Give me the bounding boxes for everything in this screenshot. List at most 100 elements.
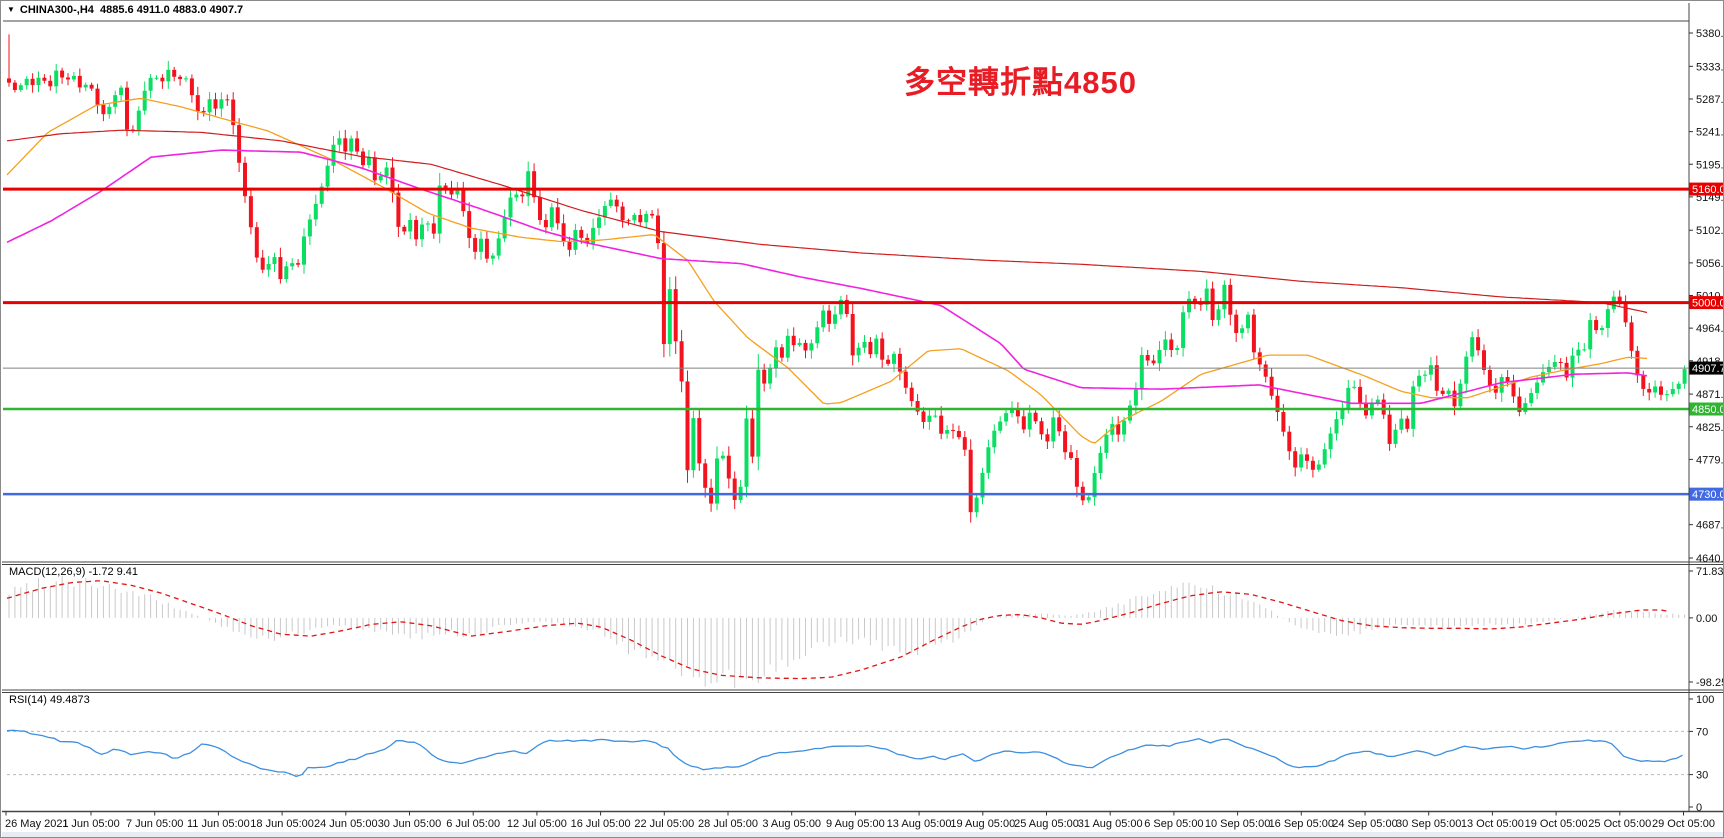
candle-body	[862, 341, 867, 348]
candle-body	[597, 217, 601, 228]
candle-body	[1039, 421, 1044, 435]
candle-body	[1405, 418, 1410, 429]
symbol-title[interactable]: ▼ CHINA300-,H4 4885.6 4911.0 4883.0 4907.…	[7, 4, 243, 16]
candle-body	[302, 236, 306, 265]
candle-body	[1074, 457, 1079, 487]
rsi-value: 49.4873	[49, 694, 90, 706]
candle-body	[1139, 355, 1144, 390]
time-label[interactable]: 16 Sep 05:00	[1269, 818, 1334, 830]
candle-body	[915, 401, 920, 412]
mid-ma-magenta	[6, 149, 1648, 405]
candle-body	[1381, 399, 1386, 415]
time-label[interactable]: 25 Oct 05:00	[1588, 818, 1651, 830]
macd-signal-value: 9.41	[116, 566, 139, 578]
candle-body	[48, 80, 53, 87]
candle-body	[18, 85, 23, 90]
candle-body	[1617, 296, 1622, 304]
time-label[interactable]: 24 Sep 05:00	[1332, 818, 1397, 830]
time-label[interactable]: 13 Aug 05:00	[887, 818, 952, 830]
time-label[interactable]: 6 Sep 05:00	[1144, 818, 1203, 830]
candle-body	[1594, 320, 1599, 331]
candle-body	[1682, 369, 1687, 384]
candle-body	[1428, 365, 1433, 375]
time-label[interactable]: 3 Aug 05:00	[762, 818, 821, 830]
time-label[interactable]: 6 Jul 05:00	[446, 818, 500, 830]
symbol-dropdown-icon[interactable]: ▼	[7, 5, 15, 14]
time-label[interactable]: 10 Sep 05:00	[1205, 818, 1270, 830]
time-label[interactable]: 22 Jul 05:00	[634, 818, 694, 830]
time-label[interactable]: 28 Jul 05:00	[698, 818, 758, 830]
candle-body	[1647, 388, 1652, 393]
candle-body	[213, 99, 218, 109]
time-label[interactable]: 31 Aug 05:00	[1078, 818, 1143, 830]
candle-body	[195, 95, 200, 112]
time-label[interactable]: 25 Aug 05:00	[1014, 818, 1079, 830]
time-label[interactable]: 7 Jun 05:00	[126, 818, 184, 830]
candle-body	[720, 455, 725, 459]
level-tag-5000: 5000.0	[1689, 296, 1724, 310]
rsi-pane[interactable]	[3, 692, 1689, 811]
macd-pane[interactable]	[3, 564, 1689, 690]
candle-body	[892, 353, 896, 364]
time-label[interactable]: 1 Jun 05:00	[62, 818, 120, 830]
candle-body	[962, 437, 967, 450]
chart-text-annotation[interactable]: 多空轉折點4850	[904, 65, 1137, 100]
level-tag-5000-text: 5000.0	[1692, 298, 1724, 310]
candle-body	[296, 263, 301, 265]
time-label[interactable]: 29 Oct 05:00	[1652, 818, 1715, 830]
price-tick-label: 5287.0	[1696, 94, 1724, 106]
price-pane[interactable]	[3, 21, 1689, 562]
candle-body	[248, 196, 253, 228]
candle-body	[160, 77, 165, 82]
time-label[interactable]: 16 Jul 05:00	[571, 818, 631, 830]
current-price-tag-bg	[1689, 361, 1723, 375]
time-label[interactable]: 30 Sep 05:00	[1396, 818, 1461, 830]
symbol-ohlc-values: 4885.6 4911.0 4883.0 4907.7	[100, 4, 244, 16]
candle-body	[461, 189, 466, 212]
level-tag-4730-text: 4730.0	[1692, 489, 1724, 501]
time-label[interactable]: 18 Jun 05:00	[250, 818, 314, 830]
candle-body	[1157, 349, 1162, 364]
candle-body	[420, 224, 424, 240]
time-label[interactable]: 13 Oct 05:00	[1461, 818, 1524, 830]
candle-body	[774, 347, 778, 369]
candle-body	[1523, 403, 1528, 412]
candle-body	[24, 78, 29, 86]
candle-body	[620, 206, 625, 221]
candle-body	[331, 144, 336, 166]
price-tick-label: 5241.0	[1696, 127, 1724, 139]
candle-body	[1128, 405, 1132, 421]
time-label[interactable]: 24 Jun 05:00	[314, 818, 378, 830]
candle-body	[355, 138, 360, 152]
candle-body	[1588, 320, 1593, 350]
candle-body	[779, 347, 784, 358]
rsi-indicator-label: RSI(14) 49.4873	[9, 694, 90, 706]
candle-body	[1546, 366, 1551, 373]
candle-body	[514, 194, 519, 198]
level-tag-5160-bg	[1689, 182, 1723, 196]
candle-body	[225, 99, 230, 101]
candle-body	[366, 157, 371, 166]
candle-body	[1653, 386, 1658, 393]
time-label[interactable]: 26 May 2021	[5, 818, 69, 830]
candle-body	[1328, 433, 1333, 450]
candle-body	[437, 185, 442, 234]
candle-body	[1346, 387, 1351, 409]
candle-body	[66, 77, 70, 80]
candle-body	[1310, 460, 1315, 470]
price-tick-label: 5380.0	[1696, 28, 1724, 40]
candle-body	[791, 335, 796, 346]
time-label[interactable]: 19 Oct 05:00	[1525, 818, 1588, 830]
candle-body	[142, 90, 147, 111]
time-label[interactable]: 12 Jul 05:00	[507, 818, 567, 830]
candle-body	[715, 458, 719, 504]
candle-body	[980, 472, 985, 498]
time-label[interactable]: 9 Aug 05:00	[826, 818, 885, 830]
candle-body	[951, 430, 955, 432]
price-tick-label: 4964.0	[1696, 323, 1724, 335]
candle-body	[1204, 288, 1209, 305]
time-label[interactable]: 19 Aug 05:00	[950, 818, 1015, 830]
time-label[interactable]: 11 Jun 05:00	[187, 818, 250, 830]
time-label[interactable]: 30 Jun 05:00	[378, 818, 442, 830]
